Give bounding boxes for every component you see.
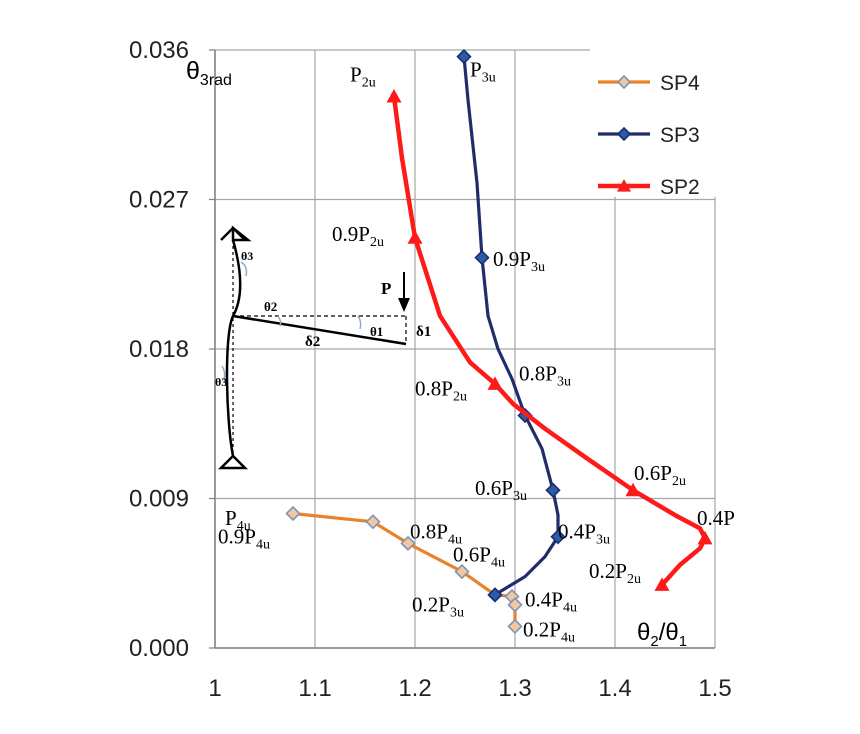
point-sp3-1	[474, 250, 490, 266]
point-sp4-0	[285, 505, 301, 522]
annotation-9: 0.4P3u	[558, 519, 610, 547]
tick-labels: 1 1.1 1.2 1.3 1.4 1.5 0.000 0.009 0.018 0.027 0.03…	[129, 37, 732, 702]
inset-load: P	[381, 279, 391, 298]
series-sp2	[386, 89, 713, 591]
point-sp2-5	[654, 577, 670, 591]
legend: SP4 SP3 SP2	[590, 47, 720, 199]
point-sp4-2	[400, 535, 416, 551]
legend-label-sp4: SP4	[660, 72, 700, 95]
annotation-5: 0.8P2u	[415, 377, 467, 405]
y-axis-title: θ3rad	[186, 57, 232, 89]
point-sp3-3	[545, 482, 561, 498]
theta2-arc	[277, 315, 282, 327]
annotation-6: 0.6P3u	[475, 476, 527, 504]
y-tick-label-1: 0.009	[129, 486, 189, 513]
inset-theta2: θ2	[264, 299, 277, 314]
x-axis-title: θ2/θ1	[637, 619, 687, 650]
x-tick-label-2: 1.2	[398, 675, 431, 702]
annotation-8: 0.4P	[697, 506, 735, 530]
theta3-top-arc	[240, 261, 248, 277]
point-sp2-1	[407, 230, 423, 244]
annotation-15: 0.2P3u	[412, 592, 464, 620]
legend-box	[590, 47, 720, 197]
inset-theta1: θ1	[370, 324, 383, 339]
annotation-4: 0.8P3u	[519, 362, 571, 390]
column-deformed-line	[225, 239, 242, 457]
point-sp2-3	[625, 482, 641, 497]
point-sp4-1	[365, 514, 381, 530]
x-tick-label-1: 1.1	[298, 675, 331, 702]
annotation-7: 0.6P2u	[634, 461, 686, 489]
legend-marker-sp4	[616, 74, 632, 90]
annotations: P2u P3u 0.9P2u 0.9P3u 0.8P3u 0.8P2u 0.6P3u 0.6P…	[218, 58, 735, 646]
legend-label-sp3: SP3	[660, 124, 700, 147]
point-sp2-4	[697, 530, 713, 545]
inset-theta3-top: θ3	[241, 249, 253, 263]
series-layer	[285, 49, 713, 635]
x-tick-label-3: 1.3	[498, 675, 531, 702]
annotation-12: 0.9P4u	[218, 524, 270, 552]
beam-deformed-line	[232, 314, 407, 346]
y-tick-label-0: 0.000	[129, 635, 189, 662]
x-tick-label-0: 1	[208, 675, 221, 702]
annotation-16: 0.4P4u	[525, 587, 577, 615]
annotation-17: 0.2P4u	[523, 617, 575, 645]
annotation-13: 0.8P4u	[410, 519, 462, 547]
x-tick-label-4: 1.4	[598, 675, 631, 702]
series-line-sp3	[462, 56, 560, 597]
inset-delta2: δ2	[305, 334, 320, 350]
point-sp4-6	[507, 597, 523, 613]
annotation-0: P2u	[350, 63, 376, 91]
annotation-2: 0.9P2u	[332, 222, 384, 250]
top-support-outline	[220, 226, 246, 241]
point-sp4-7	[507, 618, 523, 635]
inset-delta1: δ1	[416, 324, 431, 340]
series-sp3	[456, 49, 566, 603]
legend-marker-sp3	[616, 126, 632, 142]
point-sp4-3	[454, 563, 470, 580]
annotation-3: 0.9P3u	[493, 247, 545, 275]
theta3-bottom-arc	[221, 365, 226, 381]
annotation-1: P3u	[470, 58, 496, 86]
series-line-sp4	[292, 511, 517, 627]
inset-theta3-bottom: θ3	[215, 375, 227, 389]
load-arrow-icon	[398, 298, 410, 312]
point-sp3-0	[456, 49, 472, 65]
annotation-14: 0.6P4u	[453, 543, 505, 571]
y-tick-label-2: 0.018	[129, 336, 189, 363]
theta1-arc	[357, 315, 362, 330]
bottom-support-icon	[217, 454, 249, 470]
legend-marker-sp2	[617, 179, 631, 192]
structure-sketch: θ3 θ3 θ2 θ1 P δ2 δ1	[215, 225, 431, 470]
series-sp4	[285, 505, 523, 635]
y-tick-label-4: 0.036	[129, 37, 189, 64]
legend-entry-sp2: SP2	[598, 176, 700, 199]
legend-entry-sp4: SP4	[598, 72, 700, 95]
annotation-10: 0.2P2u	[589, 559, 641, 587]
annotation-11: P4u	[225, 506, 251, 534]
legend-label-sp2: SP2	[660, 176, 700, 199]
y-tick-label-3: 0.027	[129, 187, 189, 214]
point-sp3-4	[550, 529, 566, 545]
legend-entry-sp3: SP3	[598, 124, 700, 147]
point-sp2-0	[386, 89, 402, 103]
point-sp2-2	[487, 376, 503, 390]
point-sp3-5	[487, 587, 503, 603]
x-tick-label-5: 1.5	[698, 675, 731, 702]
